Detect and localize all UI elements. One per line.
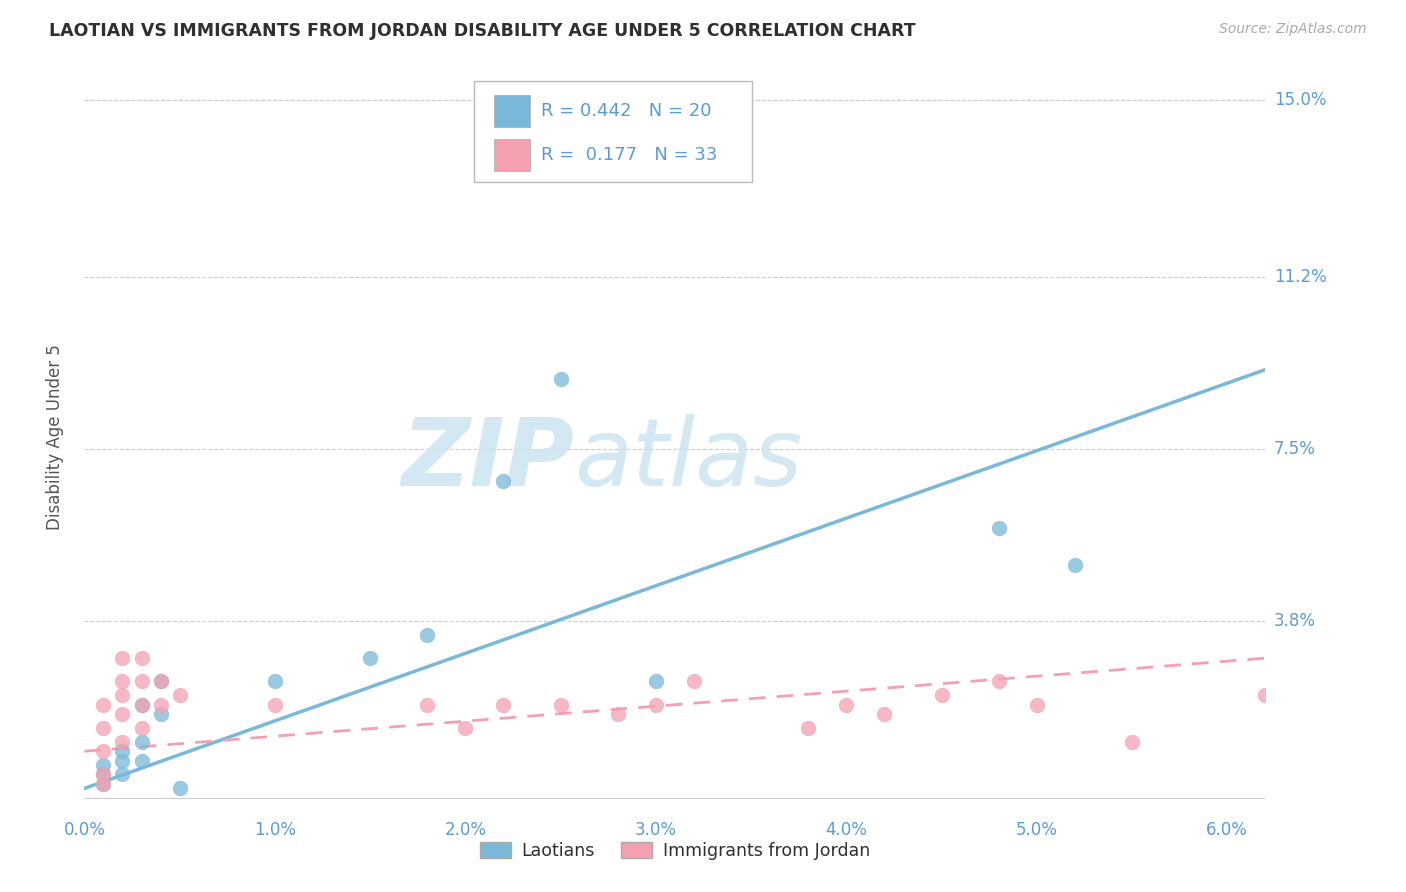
Text: ZIP: ZIP — [402, 414, 575, 506]
Point — [263, 698, 285, 712]
Point — [1064, 558, 1087, 572]
Point — [131, 735, 153, 749]
Point — [149, 698, 172, 712]
FancyBboxPatch shape — [474, 81, 752, 182]
Point — [263, 674, 285, 689]
Point — [644, 698, 666, 712]
FancyBboxPatch shape — [494, 95, 530, 127]
Point — [359, 651, 381, 665]
Text: R =  0.177   N = 33: R = 0.177 N = 33 — [541, 146, 718, 164]
Text: Source: ZipAtlas.com: Source: ZipAtlas.com — [1219, 22, 1367, 37]
Point — [492, 698, 515, 712]
Point — [93, 767, 115, 781]
Point — [1025, 698, 1047, 712]
Point — [987, 521, 1010, 535]
Point — [416, 698, 439, 712]
Point — [1121, 735, 1143, 749]
Point — [93, 777, 115, 791]
Text: 7.5%: 7.5% — [1274, 440, 1316, 458]
Point — [149, 706, 172, 721]
Point — [111, 689, 134, 703]
FancyBboxPatch shape — [494, 139, 530, 171]
Text: LAOTIAN VS IMMIGRANTS FROM JORDAN DISABILITY AGE UNDER 5 CORRELATION CHART: LAOTIAN VS IMMIGRANTS FROM JORDAN DISABI… — [49, 22, 915, 40]
Point — [111, 744, 134, 758]
Point — [149, 674, 172, 689]
Point — [93, 698, 115, 712]
Text: atlas: atlas — [575, 414, 803, 505]
Point — [111, 706, 134, 721]
Point — [606, 706, 628, 721]
Legend: Laotians, Immigrants from Jordan: Laotians, Immigrants from Jordan — [472, 835, 877, 867]
Point — [93, 758, 115, 772]
Point — [835, 698, 858, 712]
Point — [873, 706, 896, 721]
Point — [131, 721, 153, 735]
Point — [131, 698, 153, 712]
Point — [111, 767, 134, 781]
Text: 3.8%: 3.8% — [1274, 612, 1316, 630]
Point — [1254, 689, 1277, 703]
Y-axis label: Disability Age Under 5: Disability Age Under 5 — [45, 344, 63, 530]
Point — [111, 754, 134, 768]
Point — [111, 651, 134, 665]
Point — [131, 674, 153, 689]
Point — [169, 689, 191, 703]
Text: R = 0.442   N = 20: R = 0.442 N = 20 — [541, 103, 711, 120]
Point — [169, 781, 191, 796]
Point — [93, 721, 115, 735]
Point — [683, 674, 706, 689]
Point — [149, 674, 172, 689]
Point — [797, 721, 820, 735]
Point — [93, 744, 115, 758]
Point — [550, 372, 572, 386]
Point — [131, 698, 153, 712]
Point — [644, 674, 666, 689]
Point — [93, 767, 115, 781]
Point — [931, 689, 953, 703]
Point — [416, 628, 439, 642]
Point — [111, 674, 134, 689]
Point — [987, 674, 1010, 689]
Point — [492, 475, 515, 489]
Point — [131, 651, 153, 665]
Point — [93, 777, 115, 791]
Text: 15.0%: 15.0% — [1274, 91, 1326, 109]
Point — [111, 735, 134, 749]
Point — [131, 754, 153, 768]
Point — [550, 698, 572, 712]
Point — [454, 721, 477, 735]
Text: 11.2%: 11.2% — [1274, 268, 1326, 285]
